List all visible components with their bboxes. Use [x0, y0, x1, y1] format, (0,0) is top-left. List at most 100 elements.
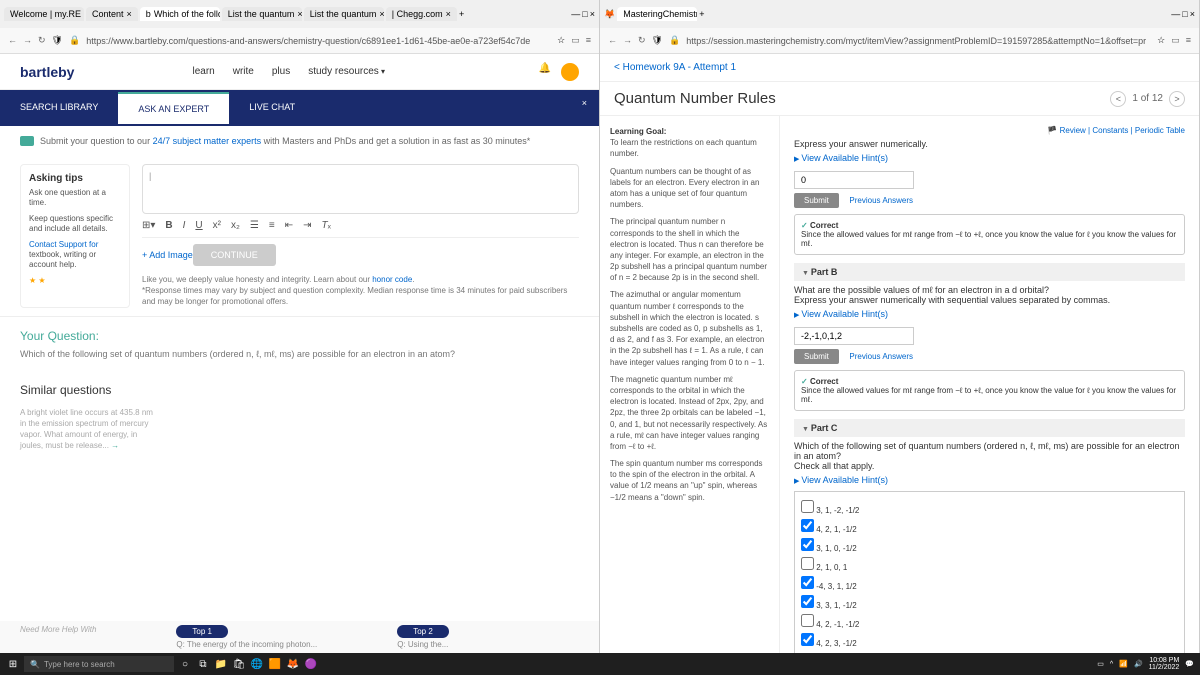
- url-field[interactable]: https://www.bartleby.com/questions-and-a…: [86, 36, 551, 46]
- underline-icon[interactable]: U: [195, 220, 202, 231]
- reader-icon[interactable]: ▭: [1171, 35, 1180, 46]
- part-c-header[interactable]: Part C: [794, 419, 1185, 437]
- chevron-up-icon[interactable]: ^: [1110, 661, 1113, 668]
- option[interactable]: 3, 1, 0, -1/2: [801, 536, 1178, 555]
- answer-input-b[interactable]: [794, 327, 914, 345]
- numlist-icon[interactable]: ≡: [269, 220, 275, 231]
- option[interactable]: 3, 1, -2, -1/2: [801, 498, 1178, 517]
- bell-icon[interactable]: 🔔: [539, 63, 551, 81]
- breadcrumb[interactable]: < Homework 9A - Attempt 1: [600, 54, 1199, 82]
- notifications-icon[interactable]: 💬: [1185, 660, 1194, 668]
- option[interactable]: 4, 2, 3, -1/2: [801, 631, 1178, 650]
- similar-card[interactable]: A bright violet line occurs at 435.8 nm …: [20, 407, 160, 452]
- nav-write[interactable]: write: [233, 66, 254, 77]
- clock[interactable]: 10:08 PM 11/2/2022: [1149, 657, 1180, 671]
- edge-icon[interactable]: 🌐: [250, 657, 264, 671]
- clear-icon[interactable]: Tₓ: [321, 220, 330, 231]
- top1-pill[interactable]: Top 1: [176, 625, 228, 638]
- table-icon[interactable]: ⊞▾: [142, 220, 155, 231]
- close-window-icon[interactable]: ×: [590, 9, 595, 19]
- subscript-icon[interactable]: x₂: [231, 220, 240, 231]
- tab-live-chat[interactable]: LIVE CHAT: [229, 92, 315, 124]
- nav-plus[interactable]: plus: [272, 66, 290, 77]
- italic-icon[interactable]: I: [183, 220, 186, 231]
- close-icon[interactable]: ×: [379, 9, 383, 19]
- add-image-link[interactable]: + Add Image: [142, 250, 193, 260]
- explorer-icon[interactable]: 📁: [214, 657, 228, 671]
- logo[interactable]: bartleby: [20, 64, 74, 80]
- star-icon[interactable]: ☆: [1157, 35, 1165, 46]
- top2-pill[interactable]: Top 2: [397, 625, 449, 638]
- prev-page-icon[interactable]: <: [1110, 91, 1126, 107]
- prev-answers-link[interactable]: Previous Answers: [849, 352, 913, 361]
- forward-icon[interactable]: →: [23, 35, 32, 46]
- shield-icon[interactable]: 🛡: [52, 35, 63, 46]
- hints-link[interactable]: View Available Hint(s): [794, 475, 1185, 485]
- taskbar-search[interactable]: 🔍Type here to search: [24, 656, 174, 672]
- taskview-icon[interactable]: ⧉: [196, 657, 210, 671]
- back-icon[interactable]: ←: [8, 35, 17, 46]
- outdent-icon[interactable]: ⇤: [285, 220, 293, 231]
- editor-textarea[interactable]: |: [142, 164, 579, 214]
- close-icon[interactable]: ×: [446, 9, 451, 19]
- option[interactable]: -4, 3, 1, 1/2: [801, 574, 1178, 593]
- new-tab-icon[interactable]: +: [699, 9, 704, 19]
- option[interactable]: 4, 2, 1, -1/2: [801, 517, 1178, 536]
- star-icon[interactable]: ☆: [557, 35, 565, 46]
- reload-icon[interactable]: ↻: [638, 35, 646, 46]
- indent-icon[interactable]: ⇥: [303, 220, 311, 231]
- nav-learn[interactable]: learn: [192, 66, 214, 77]
- contact-support-link[interactable]: Contact Support for: [29, 240, 98, 249]
- volume-icon[interactable]: 🔊: [1134, 660, 1143, 668]
- url-field[interactable]: https://session.masteringchemistry.com/m…: [686, 36, 1151, 46]
- nav-study[interactable]: study resources: [308, 66, 385, 77]
- continue-button[interactable]: CONTINUE: [193, 244, 276, 266]
- answer-input-a[interactable]: [794, 171, 914, 189]
- browser-tab[interactable]: MasteringChemistry: Homew×: [617, 7, 697, 21]
- hints-link[interactable]: View Available Hint(s): [794, 153, 1185, 163]
- superscript-icon[interactable]: x²: [213, 220, 221, 231]
- browser-tab[interactable]: Welcome | my.RE×: [4, 7, 84, 21]
- close-icon[interactable]: ×: [297, 9, 301, 19]
- app-icon[interactable]: 🟣: [304, 657, 318, 671]
- tab-search-library[interactable]: SEARCH LIBRARY: [0, 92, 118, 124]
- honor-code-link[interactable]: honor code: [372, 275, 412, 284]
- browser-tab[interactable]: List the quantum×: [304, 7, 384, 21]
- arrow-right-icon[interactable]: →: [111, 441, 119, 450]
- tray-icon[interactable]: ▭: [1097, 660, 1104, 668]
- forward-icon[interactable]: →: [623, 35, 632, 46]
- firefox-icon[interactable]: 🦊: [286, 657, 300, 671]
- tab-ask-expert[interactable]: ASK AN EXPERT: [118, 92, 229, 124]
- close-icon[interactable]: ×: [582, 98, 587, 108]
- minimize-icon[interactable]: —: [1171, 9, 1180, 19]
- reader-icon[interactable]: ▭: [571, 35, 580, 46]
- wifi-icon[interactable]: 📶: [1119, 660, 1128, 668]
- list-icon[interactable]: ☰: [250, 220, 259, 231]
- cortana-icon[interactable]: ○: [178, 657, 192, 671]
- bold-icon[interactable]: B: [165, 220, 172, 231]
- part-b-header[interactable]: Part B: [794, 263, 1185, 281]
- minimize-icon[interactable]: —: [571, 9, 580, 19]
- close-icon[interactable]: ×: [127, 9, 132, 19]
- option[interactable]: 4, 2, -1, -1/2: [801, 612, 1178, 631]
- close-window-icon[interactable]: ×: [1190, 9, 1195, 19]
- browser-tab[interactable]: b Which of the follo×: [140, 7, 220, 21]
- store-icon[interactable]: 🛍: [232, 657, 246, 671]
- option[interactable]: 3, 3, 1, -1/2: [801, 593, 1178, 612]
- reload-icon[interactable]: ↻: [38, 35, 46, 46]
- menu-icon[interactable]: ≡: [586, 35, 591, 46]
- start-icon[interactable]: ⊞: [6, 657, 20, 671]
- top-links[interactable]: 🏴 Review | Constants | Periodic Table: [794, 126, 1185, 135]
- maximize-icon[interactable]: □: [582, 9, 587, 19]
- browser-tab[interactable]: List the quantum×: [222, 7, 302, 21]
- hints-link[interactable]: View Available Hint(s): [794, 309, 1185, 319]
- new-tab-icon[interactable]: +: [459, 9, 464, 19]
- next-page-icon[interactable]: >: [1169, 91, 1185, 107]
- avatar[interactable]: [561, 63, 579, 81]
- browser-tab[interactable]: Content×: [86, 7, 138, 21]
- prev-answers-link[interactable]: Previous Answers: [849, 196, 913, 205]
- maximize-icon[interactable]: □: [1182, 9, 1187, 19]
- option[interactable]: 2, 1, 0, 1: [801, 555, 1178, 574]
- app-icon[interactable]: 🟧: [268, 657, 282, 671]
- browser-tab[interactable]: | Chegg.com×: [386, 7, 457, 21]
